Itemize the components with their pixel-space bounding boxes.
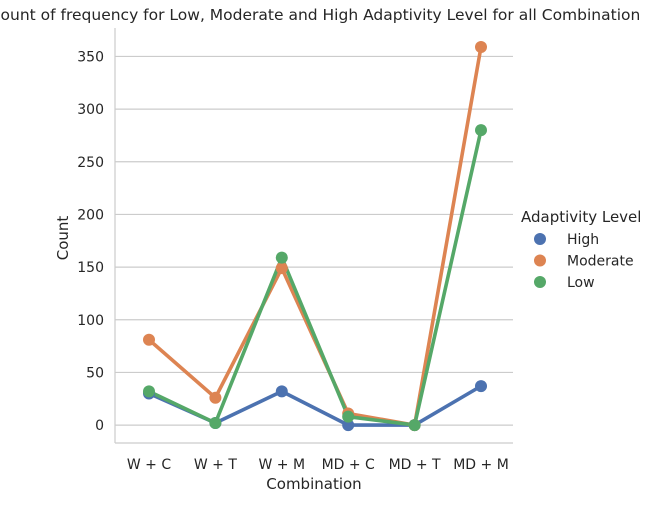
data-point-moderate — [209, 391, 222, 404]
y-tick-label: 350 — [77, 49, 104, 65]
data-point-high — [342, 419, 355, 432]
chart-title: Count of frequency for Low, Moderate and… — [0, 6, 640, 24]
x-tick-label: W + M — [259, 457, 306, 473]
series-line-high — [147, 384, 483, 427]
y-axis-label: Count — [54, 216, 72, 261]
x-tick-label: MD + T — [389, 457, 441, 473]
legend-label-moderate: Moderate — [567, 254, 634, 270]
x-tick-label: W + T — [194, 457, 237, 473]
y-tick-labels: 0 50 100 150 200 250 300 350 — [77, 49, 104, 434]
x-tick-label: MD + C — [322, 457, 375, 473]
data-point-moderate — [275, 262, 288, 275]
legend-marker-moderate — [534, 254, 546, 267]
data-point-moderate — [143, 333, 155, 346]
data-point-high — [275, 385, 288, 398]
y-tick-label: 200 — [77, 207, 104, 223]
x-tick-label: W + C — [127, 457, 171, 473]
data-point-low — [408, 419, 421, 432]
x-tick-labels: W + C W + T W + M MD + C MD + T MD + M — [127, 457, 509, 473]
y-tick-label: 0 — [95, 418, 104, 434]
data-point-low — [209, 416, 222, 429]
x-tick-label: MD + M — [453, 457, 509, 473]
y-tick-label: 150 — [77, 260, 104, 276]
legend: Adaptivity Level High Moderate Low — [521, 208, 641, 291]
data-point-low — [275, 251, 288, 264]
grid-lines — [115, 55, 513, 426]
legend-marker-low — [534, 276, 546, 288]
legend-title: Adaptivity Level — [521, 208, 641, 226]
data-point-moderate — [475, 40, 487, 53]
y-tick-label: 250 — [77, 155, 104, 171]
legend-marker-high — [534, 233, 546, 245]
legend-label-low: Low — [567, 275, 595, 291]
y-tick-label: 300 — [77, 102, 104, 118]
series-line-moderate — [147, 45, 483, 427]
x-axis-label: Combination — [266, 475, 361, 493]
data-point-low — [342, 410, 355, 423]
y-tick-label: 50 — [86, 365, 104, 381]
data-point-high — [475, 380, 487, 393]
y-tick-label: 100 — [77, 313, 104, 329]
series-line-low — [147, 128, 483, 427]
data-point-low — [475, 124, 487, 137]
data-point-low — [143, 385, 155, 398]
series-group — [143, 40, 487, 432]
legend-label-high: High — [567, 232, 599, 248]
